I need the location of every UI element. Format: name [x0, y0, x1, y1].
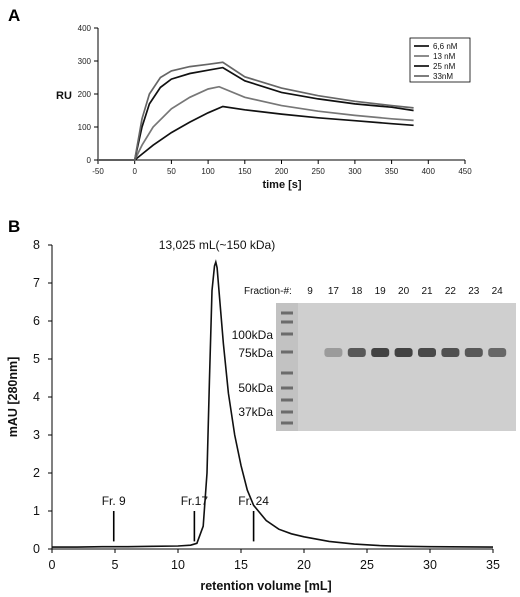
gel-protein-band	[394, 348, 413, 357]
gel-fraction-number: 23	[468, 286, 480, 297]
chart-b-xtick-label: 30	[423, 558, 437, 572]
chart-b-fraction-label: Fr. 9	[102, 494, 126, 508]
gel-ladder-band	[281, 371, 293, 375]
chart-a-ytick-label: 100	[78, 123, 92, 132]
chart-b-xtick-label: 25	[360, 558, 374, 572]
gel-fraction-number: 18	[351, 286, 363, 297]
chart-a-xtick-label: -50	[92, 167, 104, 176]
gel-fraction-number: 21	[421, 286, 433, 297]
gel-ladder-band	[281, 386, 293, 390]
chart-a-legend-label: 25 nM	[433, 62, 456, 71]
gel-fraction-number: 20	[398, 286, 410, 297]
panel-b-letter: B	[8, 217, 20, 236]
chart-a-series-line	[98, 105, 414, 161]
chart-a-xtick-label: 350	[385, 167, 399, 176]
gel-protein-band	[441, 348, 460, 357]
gel-fraction-number: 22	[445, 286, 457, 297]
gel-ladder-band	[281, 410, 293, 414]
chart-a-xtick-label: 450	[458, 167, 472, 176]
chart-a-ytick-label: 300	[78, 57, 92, 66]
chart-b-xtick-label: 15	[234, 558, 248, 572]
chart-b-peak-label: 13,025 mL(~150 kDa)	[159, 238, 275, 252]
chart-a-xlabel: time [s]	[262, 179, 301, 191]
chart-a-legend-label: 13 nM	[433, 52, 456, 61]
gel-image	[276, 303, 516, 431]
chart-a-series-line	[98, 85, 414, 161]
gel-ladder-band	[281, 421, 293, 425]
chart-b-xtick-label: 35	[486, 558, 500, 572]
chart-a-ytick-label: 400	[78, 24, 92, 33]
chart-a-series-line	[98, 66, 414, 161]
chart-a-xtick-label: 400	[422, 167, 436, 176]
chart-b-ytick-label: 0	[33, 542, 40, 556]
chart-b-fraction-label: Fr.17	[181, 494, 209, 508]
chart-a-legend-label: 33nM	[433, 72, 453, 81]
gel-marker-50kda: 50kDa	[238, 381, 273, 395]
gel-marker-37kda: 37kDa	[238, 405, 273, 419]
chart-b-ytick-label: 7	[33, 276, 40, 290]
chart-a-xtick-label: 100	[201, 167, 215, 176]
chart-b-ylabel: mAU [280nm]	[6, 357, 20, 438]
chart-a-xtick-label: 250	[312, 167, 326, 176]
chart-a-xtick-label: 50	[167, 167, 176, 176]
chart-b-xtick-label: 10	[171, 558, 185, 572]
sds-page-gel-inset: Fraction-#: 9 17 18 19 20 21 22 23 24 100kDa 75k…	[232, 281, 516, 431]
gel-fraction-number: 17	[328, 286, 340, 297]
chart-b-ytick-label: 5	[33, 352, 40, 366]
chart-b-ytick-label: 3	[33, 428, 40, 442]
chart-a-xtick-label: 0	[132, 167, 137, 176]
chart-b-ytick-label: 1	[33, 504, 40, 518]
gel-protein-band	[347, 348, 366, 357]
gel-ladder-band	[281, 311, 293, 315]
panel-a-letter: A	[8, 6, 20, 25]
chart-a-legend-label: 6,6 nM	[433, 42, 458, 51]
chart-b-ytick-label: 4	[33, 390, 40, 404]
chart-a-ytick-label: 200	[78, 90, 92, 99]
gel-ladder-band	[281, 350, 293, 354]
gel-ladder-band	[281, 320, 293, 324]
gel-marker-100kda: 100kDa	[232, 328, 274, 342]
chart-a-ytick-label: 0	[87, 156, 92, 165]
gel-marker-75kda: 75kDa	[238, 346, 273, 360]
chart-b-fraction-label: Fr. 24	[238, 494, 269, 508]
gel-protein-band	[464, 348, 483, 357]
gel-header-area	[272, 281, 512, 301]
gel-fraction-header: Fraction-#:	[244, 286, 292, 297]
chart-b-xtick-label: 5	[112, 558, 119, 572]
chart-a-series-line	[98, 61, 414, 161]
chart-a-xtick-label: 150	[238, 167, 252, 176]
chart-a-xtick-label: 200	[275, 167, 289, 176]
chart-b-ytick-label: 2	[33, 466, 40, 480]
gel-ladder-band	[281, 332, 293, 336]
chart-b-xtick-label: 20	[297, 558, 311, 572]
gel-fraction-number: 9	[307, 286, 313, 297]
chart-b-xtick-label: 0	[49, 558, 56, 572]
gel-protein-band	[418, 348, 436, 357]
chart-a-ylabel: RU	[56, 90, 72, 102]
gel-fraction-number: 19	[375, 286, 387, 297]
gel-fraction-number: 24	[492, 286, 504, 297]
chart-a-xtick-label: 300	[348, 167, 362, 176]
chart-b-ytick-label: 8	[33, 238, 40, 252]
gel-ladder-band	[281, 398, 293, 402]
chart-b-xlabel: retention volume [mL]	[200, 579, 331, 593]
gel-protein-band	[324, 348, 343, 357]
gel-protein-band	[488, 348, 507, 357]
chart-b-chromatogram-line	[52, 259, 494, 548]
chart-b-ytick-label: 6	[33, 314, 40, 328]
gel-protein-band	[371, 348, 390, 357]
